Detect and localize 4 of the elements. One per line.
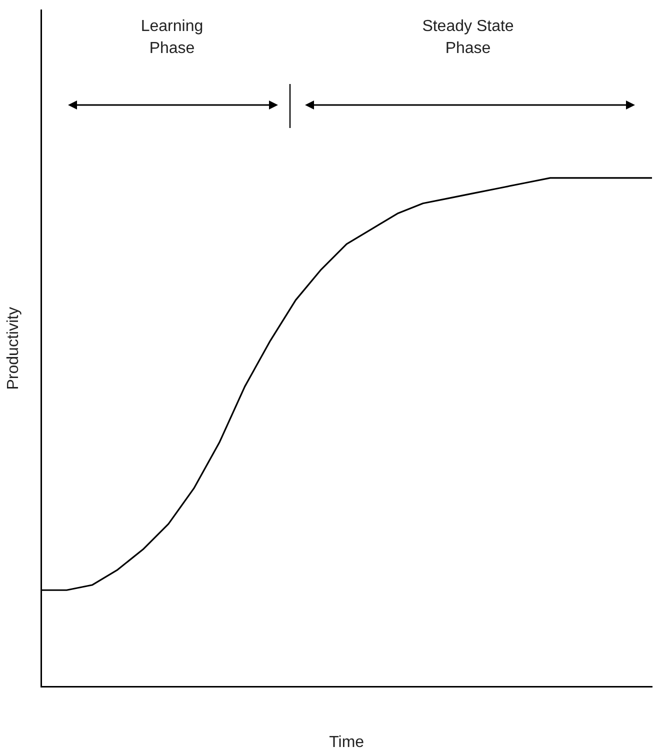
text: Learning Phase [140, 17, 204, 59]
x-axis-title: Time [329, 734, 364, 751]
text: Steady State Phase [421, 17, 515, 59]
y-axis-title: Productivity [5, 307, 22, 390]
